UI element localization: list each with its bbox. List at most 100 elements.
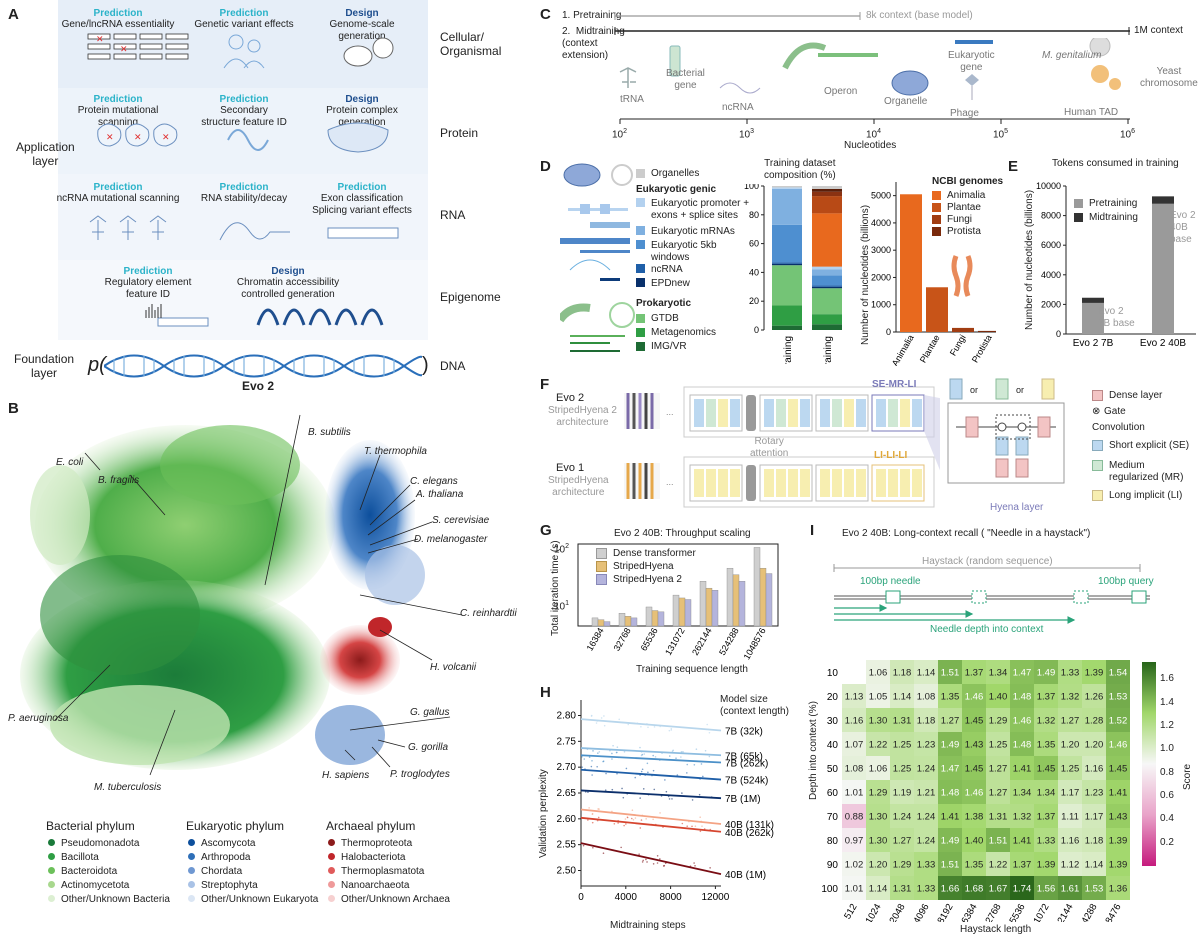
heatmap-cell	[1034, 876, 1058, 900]
perplexity-point	[625, 823, 627, 825]
hyena-layer-diagram	[947, 378, 1065, 484]
heatmap-value: 1.08	[845, 764, 864, 775]
species-label: S. cerevisiae	[432, 515, 490, 526]
heatmap-cell	[962, 804, 986, 828]
ytick: 5000	[871, 191, 891, 201]
stack-segment	[812, 213, 842, 267]
perplexity-point	[603, 715, 605, 717]
ytick: 2.55	[557, 840, 577, 851]
heatmap-value: 1.38	[965, 812, 984, 823]
heatmap-value: 1.46	[965, 692, 984, 703]
perplexity-line	[580, 768, 722, 781]
scale-icons	[619, 38, 1121, 100]
species-label: P. troglodytes	[390, 769, 450, 780]
heatmap-value: 1.11	[1061, 812, 1079, 823]
perplexity-point	[680, 750, 683, 753]
stack-segment	[772, 187, 802, 189]
perplexity-point	[626, 816, 629, 819]
ytick: 2.75	[557, 736, 577, 747]
heatmap-cell	[986, 804, 1010, 828]
perplexity-point	[680, 756, 682, 758]
ytick: 20	[749, 296, 759, 306]
species-label: B. subtilis	[308, 427, 351, 438]
perplexity-point	[598, 751, 601, 753]
ytick: 0	[754, 325, 759, 335]
heatmap-value: 1.29	[869, 788, 888, 799]
perplexity-point	[709, 867, 711, 869]
perplexity-point	[706, 723, 709, 726]
heatmap-value: 1.45	[965, 716, 984, 727]
scale-item-label: Bacterial gene	[666, 68, 705, 91]
species-label: M. tuberculosis	[94, 782, 162, 793]
task-label: RNA stability/decay	[200, 193, 288, 204]
heatmap-value: 1.40	[965, 836, 984, 847]
heatmap-value: 1.06	[869, 668, 888, 679]
ytick: 60	[749, 239, 759, 249]
cbar-tick: 0.4	[1160, 813, 1174, 825]
ytick-hi: 102	[554, 543, 570, 556]
legend-dot	[48, 881, 55, 888]
heatmap-value: 1.35	[965, 860, 984, 871]
perplexity-point	[602, 852, 605, 855]
heatmap-value: 1.39	[1085, 668, 1104, 679]
perplexity-point	[653, 788, 656, 791]
heatmap-cell	[938, 876, 962, 900]
perplexity-point	[640, 770, 643, 773]
ytick: 40	[827, 740, 839, 751]
chromosome-icon	[951, 255, 961, 297]
context-bars	[614, 12, 1130, 35]
heatmap-value: 1.23	[917, 740, 936, 751]
perplexity-point	[625, 767, 628, 770]
task-label: Gene/lncRNA essentiality	[61, 19, 175, 30]
legend-label: Other/Unknown Bacteria	[61, 894, 170, 905]
heatmap-value: 1.17	[1061, 788, 1080, 799]
heatmap-value: 1.08	[917, 692, 936, 703]
heatmap-value: 1.33	[1037, 836, 1056, 847]
prediction-tag: Prediction	[219, 94, 269, 105]
perplexity-point	[702, 775, 704, 778]
perplexity-point	[647, 771, 649, 774]
pretraining-step: 1. Pretraining	[562, 10, 622, 21]
heatmap-value: 1.24	[917, 764, 936, 775]
stack-segment	[812, 191, 842, 197]
heatmap-value: 1.49	[941, 836, 960, 847]
legend-euk: Eukaryotic mRNAs	[636, 226, 735, 238]
species-label: G. gallus	[410, 707, 450, 718]
perplexity-point	[681, 792, 683, 794]
perplexity-point	[624, 818, 627, 820]
perplexity-point	[590, 714, 593, 717]
stack-segment	[812, 188, 842, 192]
heatmap-value: 0.97	[845, 836, 864, 847]
heatmap-cell	[938, 852, 962, 876]
heatmap-cell	[986, 828, 1010, 852]
heatmap-value: 1.07	[845, 740, 864, 751]
scale-item-label: M. genitalium	[1042, 50, 1102, 61]
xtick: 65536	[1005, 902, 1028, 922]
heatmap-value: 1.24	[917, 836, 936, 847]
perplexity-point	[656, 855, 659, 857]
legend-dot	[48, 895, 55, 902]
throughput-bar	[678, 597, 686, 627]
heatmap-value: 1.06	[869, 764, 888, 775]
heatmap-cell	[1058, 708, 1082, 732]
cbar-tick: 1.0	[1160, 743, 1174, 755]
perplexity-point	[623, 750, 626, 753]
heatmap-value: 1.47	[941, 764, 960, 775]
heatmap-cell	[1010, 876, 1034, 900]
legend-prok: IMG/VR	[636, 341, 687, 353]
throughput-bar	[651, 610, 659, 627]
perplexity-point	[693, 764, 696, 766]
prediction-tag: Prediction	[93, 94, 143, 105]
category-label: Evo 2 40B	[1140, 338, 1186, 349]
throughput-bar	[624, 616, 632, 627]
species-label: P. aeruginosa	[8, 713, 69, 724]
perplexity-point	[686, 763, 689, 766]
perplexity-point	[622, 796, 625, 799]
perplexity-point	[645, 818, 647, 820]
heatmap-value: 1.20	[1085, 740, 1104, 751]
heatmap-cell	[938, 660, 962, 684]
svg-text:✕: ✕	[162, 132, 170, 142]
legend-prok: Metagenomics	[636, 327, 716, 339]
heatmap-cell	[962, 660, 986, 684]
heatmap-cell	[938, 756, 962, 780]
